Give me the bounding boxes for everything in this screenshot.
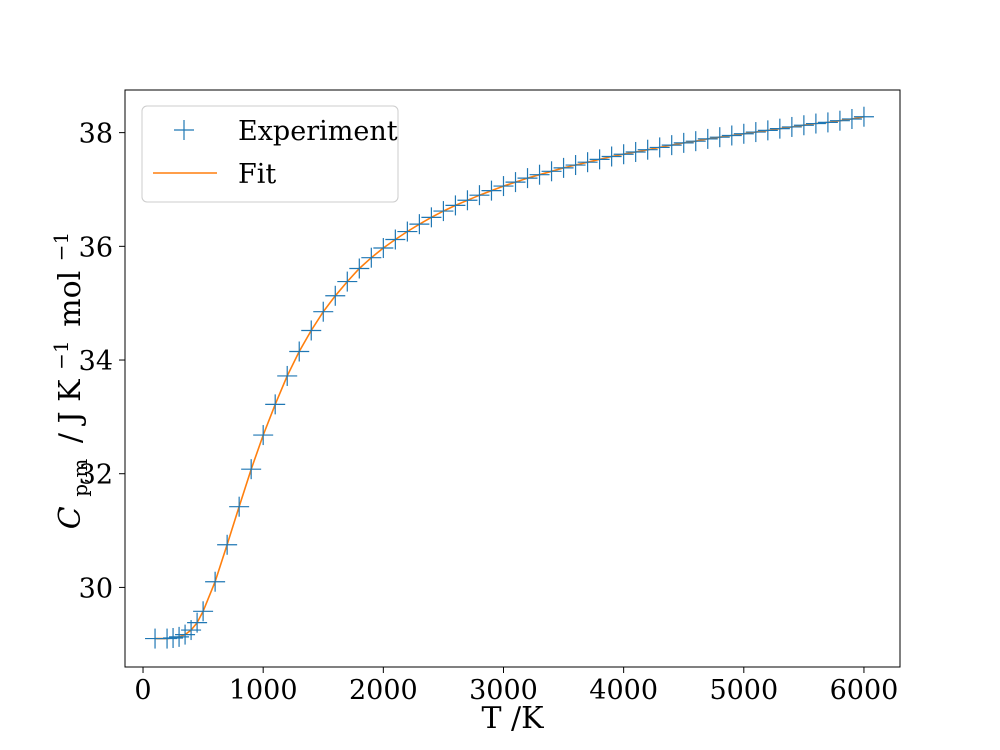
experiment-point xyxy=(637,139,658,160)
experiment-point xyxy=(757,120,778,141)
experiment-point xyxy=(529,164,550,185)
experiment-point xyxy=(517,168,538,189)
experiment-point xyxy=(481,180,502,201)
experiment-point xyxy=(697,128,718,149)
experiment-point xyxy=(373,238,394,259)
experiment-point xyxy=(661,135,682,156)
experiment-point xyxy=(709,127,730,148)
x-tick-label: 1000 xyxy=(229,675,298,706)
experiment-point xyxy=(421,207,442,228)
y-tick-label: 38 xyxy=(79,119,113,150)
experiment-point xyxy=(217,534,238,555)
experiment-point xyxy=(841,108,862,129)
experiment-point xyxy=(313,301,334,322)
experiment-point xyxy=(193,601,214,622)
experiment-point xyxy=(649,137,670,158)
experiment-point xyxy=(445,195,466,216)
experiment-point xyxy=(829,110,850,131)
x-axis-label: T /K xyxy=(481,701,544,736)
experiment-point xyxy=(553,157,574,178)
y-tick-label: 30 xyxy=(79,573,113,604)
y-label-units-prefix: / J K xyxy=(53,379,88,443)
experiment-point xyxy=(169,626,190,647)
experiment-point xyxy=(289,341,310,362)
y-axis: 30 32 34 36 38 xyxy=(79,119,125,604)
experiment-point xyxy=(745,122,766,143)
experiment-point xyxy=(229,496,250,517)
y-axis-label: C p,m / J K −1 mol −1 xyxy=(41,232,95,530)
experiment-point xyxy=(397,221,418,242)
experiment-point xyxy=(205,571,226,592)
legend-experiment-marker xyxy=(174,120,194,140)
x-tick-label: 0 xyxy=(134,675,151,706)
experiment-point xyxy=(175,624,196,645)
experiment-point xyxy=(277,365,298,386)
y-label-units-mid: mol xyxy=(53,271,88,327)
experiment-point xyxy=(853,106,874,127)
experiment-point xyxy=(505,172,526,193)
experiment-point xyxy=(265,394,286,415)
experiment-point xyxy=(733,123,754,144)
experiment-point xyxy=(565,155,586,176)
experiment-point xyxy=(793,115,814,136)
experiment-point xyxy=(685,131,706,152)
experiment-point xyxy=(253,425,274,446)
legend-box xyxy=(141,105,399,203)
experiment-point xyxy=(769,118,790,139)
experiment-point xyxy=(493,176,514,197)
experiment-point xyxy=(433,201,454,222)
y-tick-label: 32 xyxy=(79,460,113,491)
plot-area xyxy=(145,106,874,649)
x-tick-label: 2000 xyxy=(349,675,418,706)
experiment-point xyxy=(817,112,838,133)
experiment-point xyxy=(721,125,742,146)
x-axis: 0 1000 2000 3000 4000 5000 6000 xyxy=(134,667,898,706)
experiment-point xyxy=(541,161,562,182)
experiment-point xyxy=(673,132,694,153)
experiment-point xyxy=(625,141,646,162)
experiment-point xyxy=(805,113,826,134)
experiment-point xyxy=(577,152,598,173)
y-tick-label: 36 xyxy=(79,232,113,263)
experiment-point xyxy=(187,612,208,633)
experiment-point xyxy=(385,229,406,250)
y-tick-label: 34 xyxy=(79,346,113,377)
y-label-symbol: C xyxy=(53,506,88,529)
experiment-point xyxy=(589,149,610,170)
x-tick-label: 5000 xyxy=(709,675,778,706)
experiment-point xyxy=(469,185,490,206)
x-tick-label: 3000 xyxy=(469,675,538,706)
experiment-point xyxy=(301,320,322,341)
axes-frame xyxy=(124,89,901,668)
legend: Experiment Fit xyxy=(141,105,399,203)
x-tick-label: 6000 xyxy=(830,675,899,706)
experiment-point xyxy=(241,459,262,480)
y-label-exponent-2: −1 xyxy=(49,232,73,261)
experiment-point xyxy=(349,258,370,279)
y-label-subscript: p,m xyxy=(68,459,92,497)
experiment-point xyxy=(337,271,358,292)
experiment-point xyxy=(601,146,622,167)
experiment-point xyxy=(181,620,202,641)
experiment-point xyxy=(325,285,346,306)
experiment-point xyxy=(361,247,382,268)
y-label-exponent-1: −1 xyxy=(49,340,73,369)
x-tick-label: 4000 xyxy=(589,675,658,706)
experiment-point xyxy=(163,628,184,649)
experiment-point xyxy=(781,116,802,137)
legend-experiment-label: Experiment xyxy=(238,116,398,147)
experiment-point xyxy=(457,190,478,211)
experiment-point xyxy=(409,214,430,235)
legend-fit-label: Fit xyxy=(238,159,276,190)
experiment-point xyxy=(613,144,634,165)
